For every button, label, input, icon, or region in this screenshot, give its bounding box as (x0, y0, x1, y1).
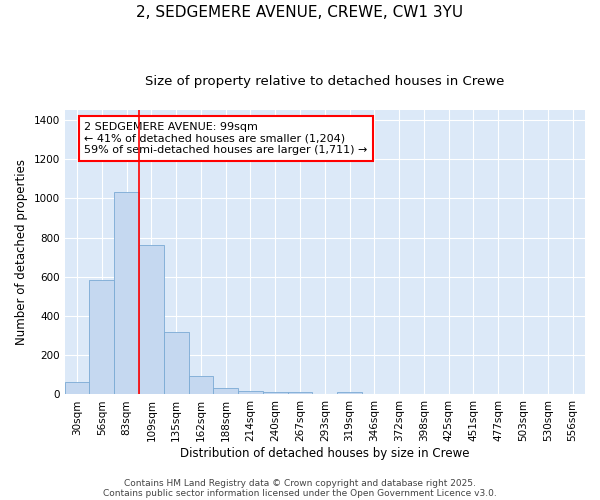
Text: Contains public sector information licensed under the Open Government Licence v3: Contains public sector information licen… (103, 488, 497, 498)
Text: 2, SEDGEMERE AVENUE, CREWE, CW1 3YU: 2, SEDGEMERE AVENUE, CREWE, CW1 3YU (136, 5, 464, 20)
Bar (65, 382, 89, 394)
Bar (287, 392, 313, 394)
Bar (263, 392, 287, 394)
X-axis label: Distribution of detached houses by size in Crewe: Distribution of detached houses by size … (180, 447, 470, 460)
Bar (337, 392, 362, 394)
Bar (164, 332, 188, 394)
Text: 2 SEDGEMERE AVENUE: 99sqm
← 41% of detached houses are smaller (1,204)
59% of se: 2 SEDGEMERE AVENUE: 99sqm ← 41% of detac… (85, 122, 368, 155)
Bar (238, 390, 263, 394)
Bar (139, 246, 164, 394)
Text: Contains HM Land Registry data © Crown copyright and database right 2025.: Contains HM Land Registry data © Crown c… (124, 478, 476, 488)
Bar (188, 376, 214, 394)
Title: Size of property relative to detached houses in Crewe: Size of property relative to detached ho… (145, 75, 505, 88)
Bar (114, 192, 139, 394)
Bar (214, 388, 238, 394)
Y-axis label: Number of detached properties: Number of detached properties (15, 159, 28, 345)
Bar (89, 280, 114, 394)
